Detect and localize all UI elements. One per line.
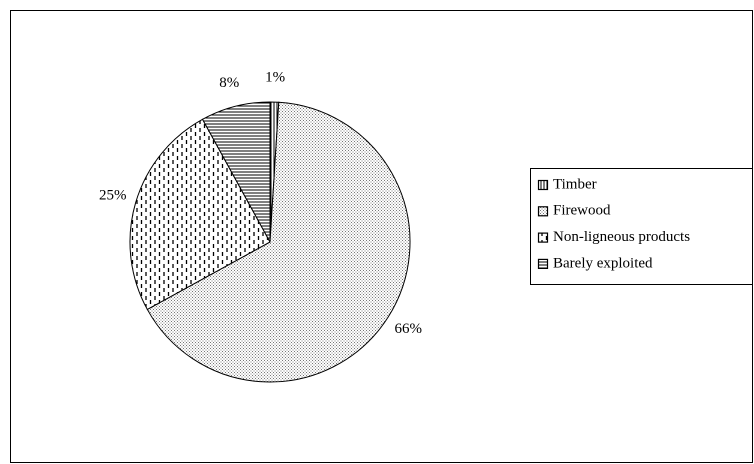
legend-swatch [537,179,549,191]
legend-swatch [537,206,549,217]
legend-box [530,168,753,285]
data-label: 1% [265,70,285,86]
legend-label: Timber [553,176,597,192]
legend-label: Non-ligneous products [553,229,690,245]
pie-slice [146,101,411,383]
pie-slice [201,101,271,243]
pie-slice [129,118,271,311]
legend-swatch [537,258,549,269]
legend-swatch [537,232,549,243]
legend-label: Barely exploited [553,255,653,271]
data-label: 8% [219,75,239,91]
data-label: 66% [395,321,423,337]
legend-label: Firewood [553,203,611,219]
data-label: 25% [99,188,127,204]
